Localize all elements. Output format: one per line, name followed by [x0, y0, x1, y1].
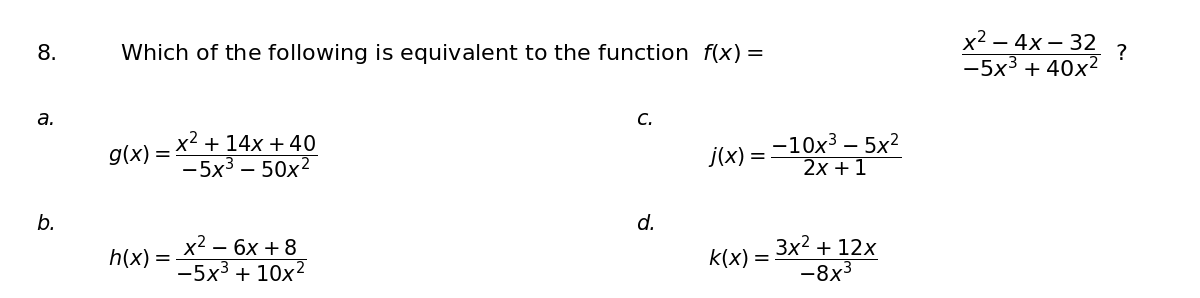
Text: Which of the following is equivalent to the function  $f(x) =$: Which of the following is equivalent to …: [120, 42, 763, 66]
Text: b.: b.: [36, 213, 56, 234]
Text: a.: a.: [36, 109, 55, 129]
Text: $h(x) = \dfrac{x^2 - 6x + 8}{-5x^3 + 10x^2}$: $h(x) = \dfrac{x^2 - 6x + 8}{-5x^3 + 10x…: [108, 234, 307, 285]
Text: $\dfrac{x^2 - 4x - 32}{-5x^3 + 40x^2}$  ?: $\dfrac{x^2 - 4x - 32}{-5x^3 + 40x^2}$ ?: [960, 28, 1128, 80]
Text: $j(x) = \dfrac{-10x^3 - 5x^2}{2x + 1}$: $j(x) = \dfrac{-10x^3 - 5x^2}{2x + 1}$: [708, 131, 902, 179]
Text: $k(x) = \dfrac{3x^2 + 12x}{-8x^3}$: $k(x) = \dfrac{3x^2 + 12x}{-8x^3}$: [708, 234, 877, 285]
Text: $g(x) = \dfrac{x^2 + 14x + 40}{-5x^3 - 50x^2}$: $g(x) = \dfrac{x^2 + 14x + 40}{-5x^3 - 5…: [108, 129, 318, 181]
Text: d.: d.: [636, 213, 656, 234]
Text: c.: c.: [636, 109, 654, 129]
Text: 8.: 8.: [36, 44, 58, 64]
